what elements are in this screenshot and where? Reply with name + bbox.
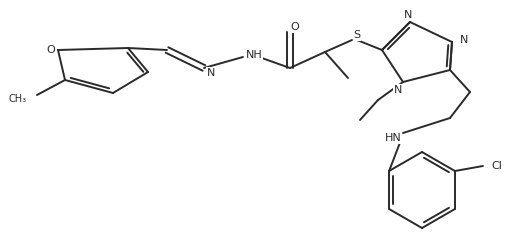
Text: N: N (394, 85, 402, 95)
Text: O: O (47, 45, 55, 55)
Text: Cl: Cl (491, 161, 502, 171)
Text: S: S (354, 30, 360, 40)
Text: N: N (404, 10, 412, 20)
Text: CH₃: CH₃ (9, 94, 27, 104)
Text: HN: HN (385, 133, 402, 143)
Text: NH: NH (246, 50, 263, 60)
Text: N: N (460, 35, 469, 45)
Text: N: N (207, 68, 215, 78)
Text: O: O (290, 22, 299, 32)
